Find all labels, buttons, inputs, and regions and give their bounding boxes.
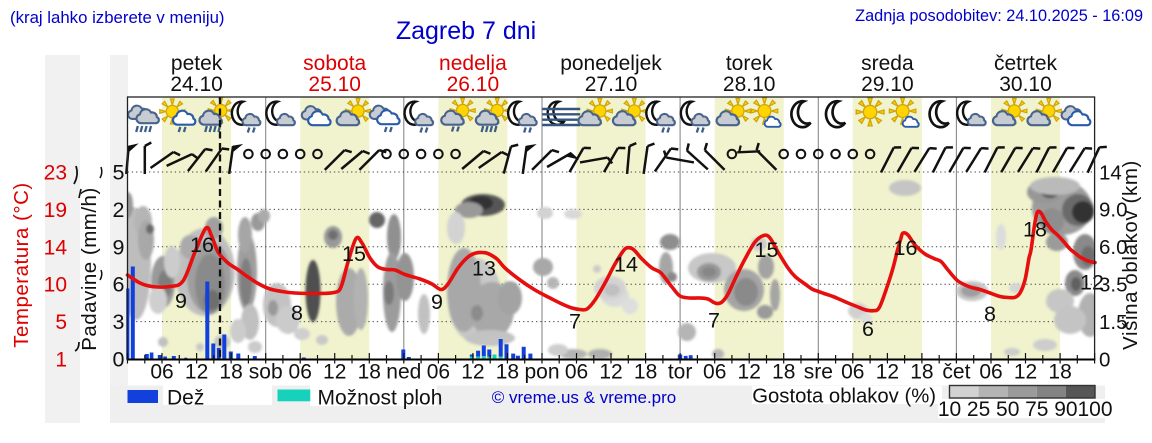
svg-text:1.5: 1.5 xyxy=(1099,311,1128,334)
svg-text:© vreme.us & vreme.pro: © vreme.us & vreme.pro xyxy=(492,388,676,407)
svg-text:2: 2 xyxy=(113,198,125,222)
svg-text:8: 8 xyxy=(984,302,996,326)
svg-text:5: 5 xyxy=(55,311,67,334)
svg-text:6: 6 xyxy=(113,273,125,297)
svg-text:06: 06 xyxy=(979,361,1002,384)
svg-text:24.10: 24.10 xyxy=(170,73,223,96)
svg-text:13: 13 xyxy=(472,257,496,281)
svg-text:sreda: sreda xyxy=(861,52,914,75)
svg-text:1: 1 xyxy=(55,349,67,372)
svg-text:14: 14 xyxy=(1099,161,1122,184)
svg-text:18: 18 xyxy=(1048,361,1071,384)
svg-text:ned: ned xyxy=(386,361,421,384)
svg-text:30.10: 30.10 xyxy=(999,73,1052,96)
svg-text:Zagreb 7 dni: Zagreb 7 dni xyxy=(396,17,536,45)
svg-text:Zadnja posodobitev: 24.10.2025: Zadnja posodobitev: 24.10.2025 - 16:09 xyxy=(855,7,1143,25)
svg-text:Padavine (mm/h): Padavine (mm/h) xyxy=(78,187,101,351)
svg-text:(kraj lahko izberete v meniju): (kraj lahko izberete v meniju) xyxy=(10,8,225,27)
svg-text:16: 16 xyxy=(894,236,918,260)
svg-text:torek: torek xyxy=(726,52,773,75)
svg-text:12: 12 xyxy=(1080,271,1104,295)
svg-text:sob: sob xyxy=(249,361,283,384)
svg-text:8: 8 xyxy=(291,301,303,325)
svg-text:26.10: 26.10 xyxy=(447,73,500,96)
svg-text:7: 7 xyxy=(708,309,720,333)
svg-text:Višina oblakov (km): Višina oblakov (km) xyxy=(1119,160,1142,350)
svg-text:29.10: 29.10 xyxy=(861,73,914,96)
svg-text:petek: petek xyxy=(171,52,223,75)
svg-text:3: 3 xyxy=(113,310,125,334)
svg-text:18: 18 xyxy=(358,361,381,384)
svg-text:27.10: 27.10 xyxy=(585,73,638,96)
svg-text:12: 12 xyxy=(323,361,346,384)
svg-text:06: 06 xyxy=(289,361,312,384)
svg-text:18: 18 xyxy=(1023,218,1047,242)
svg-text:5: 5 xyxy=(113,161,125,185)
svg-text:18: 18 xyxy=(219,361,242,384)
svg-text:sre: sre xyxy=(804,361,833,384)
svg-text:06: 06 xyxy=(427,361,450,384)
svg-text:čet: čet xyxy=(942,361,970,384)
svg-text:16: 16 xyxy=(190,233,214,257)
svg-text:pon: pon xyxy=(524,361,559,384)
svg-text:nedelja: nedelja xyxy=(439,52,507,75)
svg-text:23: 23 xyxy=(44,162,67,185)
svg-text:18: 18 xyxy=(772,361,795,384)
svg-text:19: 19 xyxy=(44,199,67,222)
svg-text:100: 100 xyxy=(1077,398,1112,421)
svg-text:15: 15 xyxy=(755,238,779,262)
svg-text:6.0: 6.0 xyxy=(1099,236,1128,259)
svg-text:12: 12 xyxy=(738,361,761,384)
svg-text:12: 12 xyxy=(185,361,208,384)
svg-text:četrtek: četrtek xyxy=(994,52,1058,75)
svg-text:tor: tor xyxy=(668,361,693,384)
svg-text:14: 14 xyxy=(614,253,638,277)
svg-text:90: 90 xyxy=(1054,398,1077,421)
svg-text:18: 18 xyxy=(496,361,519,384)
svg-text:ponedeljek: ponedeljek xyxy=(560,52,662,75)
svg-text:50: 50 xyxy=(996,398,1019,421)
svg-text:sobota: sobota xyxy=(303,52,366,75)
svg-text:12: 12 xyxy=(1014,361,1037,384)
svg-text:6: 6 xyxy=(862,317,874,341)
svg-text:9: 9 xyxy=(431,290,443,314)
svg-text:Temperatura (°C): Temperatura (°C) xyxy=(10,182,33,347)
svg-text:10: 10 xyxy=(938,398,961,421)
svg-text:12: 12 xyxy=(876,361,899,384)
svg-text:18: 18 xyxy=(910,361,933,384)
svg-text:15: 15 xyxy=(342,242,366,266)
svg-text:06: 06 xyxy=(841,361,864,384)
svg-text:14: 14 xyxy=(44,236,68,259)
svg-text:18: 18 xyxy=(634,361,657,384)
svg-text:25.10: 25.10 xyxy=(308,73,361,96)
svg-text:Možnost ploh: Možnost ploh xyxy=(318,387,443,410)
svg-text:06: 06 xyxy=(565,361,588,384)
svg-text:Gostota oblakov (%): Gostota oblakov (%) xyxy=(752,386,936,408)
svg-text:12: 12 xyxy=(461,361,484,384)
svg-text:0: 0 xyxy=(1099,348,1110,371)
svg-text:9: 9 xyxy=(113,235,125,259)
svg-text:9: 9 xyxy=(175,289,187,313)
svg-text:7: 7 xyxy=(569,310,581,334)
svg-text:06: 06 xyxy=(703,361,726,384)
svg-text:9.0: 9.0 xyxy=(1099,199,1128,222)
svg-text:25: 25 xyxy=(967,398,990,421)
svg-text:Dež: Dež xyxy=(167,387,204,410)
svg-text:28.10: 28.10 xyxy=(723,73,776,96)
svg-text:0: 0 xyxy=(113,348,125,372)
svg-text:75: 75 xyxy=(1025,398,1048,421)
svg-text:12: 12 xyxy=(599,361,622,384)
svg-text:3.5: 3.5 xyxy=(1099,274,1128,297)
svg-text:06: 06 xyxy=(150,361,173,384)
svg-text:10: 10 xyxy=(44,274,67,297)
